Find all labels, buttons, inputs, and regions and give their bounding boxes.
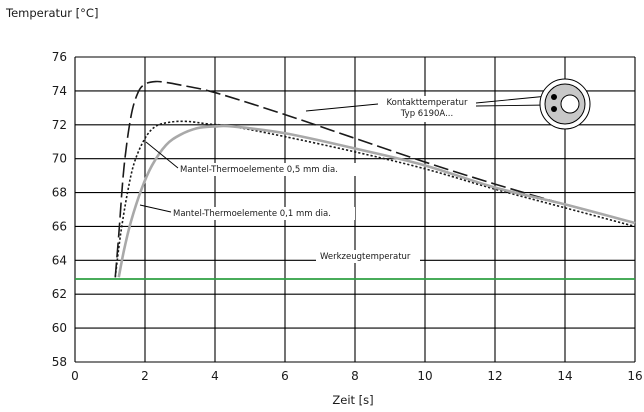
x-tick-label: 4	[211, 369, 219, 383]
y-axis-label: Temperatur [°C]	[5, 6, 98, 20]
sensor-cross-section-icon	[539, 78, 591, 130]
annotation-werkzeugtemperatur: Werkzeugtemperatur	[320, 252, 411, 262]
leader-kontakttemperatur	[305, 103, 379, 112]
sensor-bore	[560, 94, 580, 114]
y-tick-label: 68	[52, 186, 67, 200]
x-tick-label: 2	[141, 369, 149, 383]
annotation-background	[171, 207, 355, 220]
annotation-kontakttemperatur: Typ 6190A...	[400, 109, 453, 119]
x-axis-label: Zeit [s]	[332, 393, 373, 407]
annotation-background	[178, 163, 360, 176]
leader-sensor-top	[475, 95, 549, 104]
sensor-contact-dot	[551, 94, 557, 100]
annotation-background	[378, 96, 476, 122]
sensor-contact-dot	[551, 106, 557, 112]
y-tick-label: 58	[52, 355, 67, 369]
annotation-kontakttemperatur: Kontakttemperatur	[387, 98, 468, 108]
y-tick-label: 62	[52, 287, 67, 301]
annotation-background	[316, 250, 420, 263]
series-thermoelement-05	[114, 120, 636, 278]
leader-thermoelement-05	[145, 141, 179, 169]
x-tick-label: 8	[351, 369, 359, 383]
annotation-thermoelement-01: Mantel-Thermoelemente 0,1 mm dia.	[173, 209, 331, 219]
y-tick-label: 64	[52, 253, 67, 267]
y-tick-label: 66	[52, 219, 67, 233]
x-tick-label: 16	[627, 369, 642, 383]
y-tick-label: 72	[52, 118, 67, 132]
series-group	[75, 80, 636, 280]
series-kontakttemperatur	[114, 80, 636, 278]
series-thermoelement-01	[117, 124, 636, 278]
y-tick-label: 76	[52, 50, 67, 64]
annotation-thermoelement-05: Mantel-Thermoelemente 0,5 mm dia.	[180, 165, 338, 175]
x-tick-label: 10	[417, 369, 432, 383]
leader-sensor-bottom	[475, 104, 549, 107]
x-tick-label: 12	[487, 369, 502, 383]
y-tick-label: 70	[52, 152, 67, 166]
leader-thermoelement-01	[139, 204, 172, 213]
x-tick-label: 0	[71, 369, 79, 383]
x-tick-label: 14	[557, 369, 572, 383]
x-tick-label: 6	[281, 369, 289, 383]
y-tick-label: 60	[52, 321, 67, 335]
y-tick-label: 74	[52, 84, 67, 98]
